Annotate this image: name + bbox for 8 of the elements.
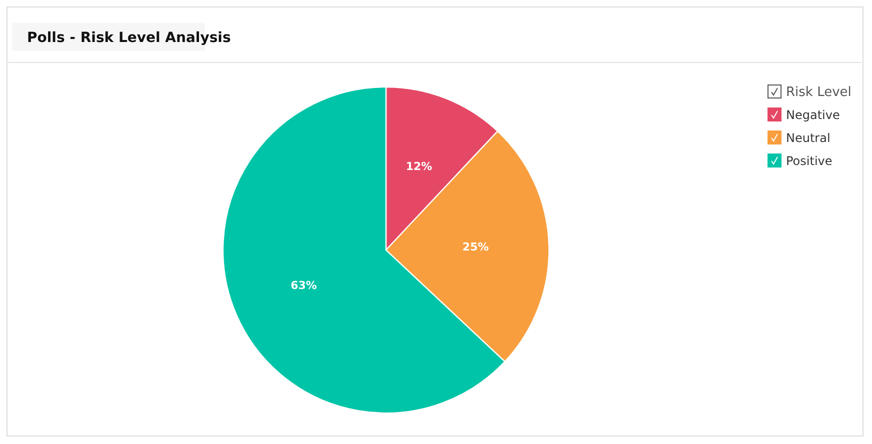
chart-title: Polls - Risk Level Analysis <box>27 30 231 46</box>
legend-label: Negative <box>786 108 840 122</box>
legend-label: Positive <box>786 154 832 168</box>
legend-label: Neutral <box>786 131 830 145</box>
data-label: 25% <box>462 240 489 254</box>
data-label: 63% <box>290 279 317 292</box>
data-label: 12% <box>406 160 432 174</box>
legend-title: Risk Level <box>786 85 852 100</box>
